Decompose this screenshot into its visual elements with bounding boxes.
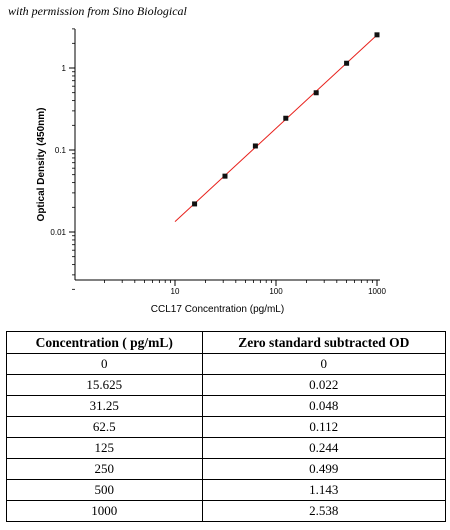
concentration-cell: 0 [6,353,203,375]
od-cell: 0 [201,353,447,375]
table-row: 125 0.244 [6,437,447,459]
table-row: 250 0.499 [6,458,447,480]
concentration-cell: 62.5 [6,416,203,438]
y-tick-label: 0.1 [55,146,67,155]
plot-layer: 10 100 1000 0.01 0.1 1 CCL17 Concentration (pg… [36,28,386,315]
y-axis-label: Optical Density (450nm) [36,108,47,222]
concentration-column-header: Concentration ( pg/mL) [6,331,203,354]
fit-line [174,34,378,222]
standard-data-table: Concentration ( pg/mL) Zero standard sub… [6,331,447,522]
od-column-header: Zero standard subtracted OD [201,331,447,354]
y-tick-label: 1 [62,64,67,73]
data-point [222,173,228,179]
concentration-cell: 250 [6,458,203,480]
od-cell: 0.048 [201,395,447,417]
data-point [192,201,198,207]
data-point [252,143,258,149]
x-tick-label: 1000 [368,287,386,296]
od-cell: 0.022 [201,374,447,396]
concentration-cell: 1000 [6,500,203,522]
data-point [344,60,350,66]
table-row: 62.5 0.112 [6,416,447,438]
table-row: 0 0 [6,353,447,375]
od-cell: 1.143 [201,479,447,501]
data-point [374,32,380,38]
od-cell: 0.112 [201,416,447,438]
od-cell: 2.538 [201,500,447,522]
table-row: 500 1.143 [6,479,447,501]
data-point [283,115,289,121]
table-header-row: Concentration ( pg/mL) Zero standard sub… [6,331,447,354]
standard-curve-chart: 10 100 1000 0.01 0.1 1 CCL17 Concentration (pg… [36,28,386,315]
concentration-cell: 31.25 [6,395,203,417]
x-tick-label: 10 [171,287,180,296]
concentration-cell: 500 [6,479,203,501]
x-tick-label: 100 [269,287,283,296]
x-axis-label: CCL17 Concentration (pg/mL) [151,304,284,315]
permission-credit: with permission from Sino Biological [8,4,187,18]
data-point [313,90,319,96]
table-row: 31.25 0.048 [6,395,447,417]
concentration-cell: 15.625 [6,374,203,396]
od-cell: 0.499 [201,458,447,480]
od-cell: 0.244 [201,437,447,459]
y-tick-label: 0.01 [50,228,66,237]
table-row: 15.625 0.022 [6,374,447,396]
table-row: 1000 2.538 [6,500,447,522]
concentration-cell: 125 [6,437,203,459]
